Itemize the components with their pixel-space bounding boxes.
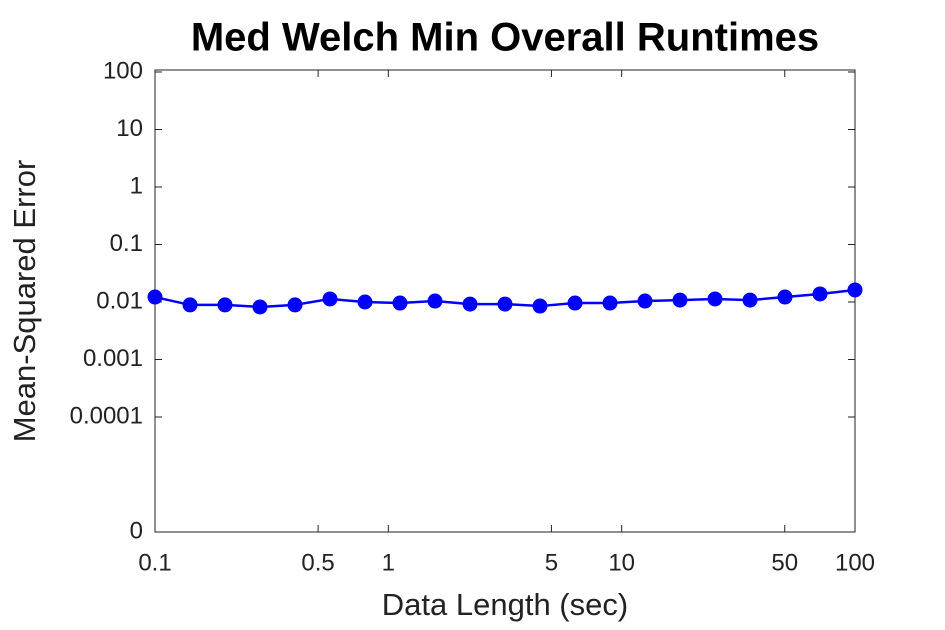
data-point: [287, 297, 303, 313]
data-point: [147, 289, 163, 305]
data-point: [427, 293, 443, 309]
x-axis-label: Data Length (sec): [382, 587, 628, 622]
y-tick-label: 100: [103, 57, 143, 84]
x-tick-label: 10: [608, 549, 635, 576]
x-tick-label: 50: [771, 549, 798, 576]
data-point: [847, 282, 863, 298]
x-tick-label: 100: [835, 549, 875, 576]
data-point: [707, 291, 723, 307]
data-point: [672, 292, 688, 308]
data-point: [602, 295, 618, 311]
data-point: [567, 295, 583, 311]
x-tick-label: 1: [382, 549, 395, 576]
chart-title: Med Welch Min Overall Runtimes: [191, 16, 819, 60]
data-point: [532, 298, 548, 314]
data-point: [497, 296, 513, 312]
y-tick-label: 0.01: [96, 287, 143, 314]
data-point: [252, 299, 268, 315]
y-tick-label: 0.0001: [70, 402, 143, 429]
y-tick-label: 0.1: [110, 230, 143, 257]
data-point: [322, 291, 338, 307]
data-point: [812, 286, 828, 302]
data-point: [357, 294, 373, 310]
x-tick-label: 0.1: [138, 549, 171, 576]
x-tick-label: 0.5: [301, 549, 334, 576]
y-axis-label: Mean-Squared Error: [7, 160, 42, 443]
y-tick-label: 1: [130, 172, 143, 199]
data-point: [637, 293, 653, 309]
data-point: [777, 289, 793, 305]
y-tick-label: 10: [116, 115, 143, 142]
data-point: [742, 292, 758, 308]
data-point: [392, 295, 408, 311]
data-point: [462, 296, 478, 312]
y-tick-label: 0.001: [83, 345, 143, 372]
data-point: [182, 297, 198, 313]
y-tick-label: 0: [130, 517, 143, 544]
x-tick-label: 5: [545, 549, 558, 576]
data-point: [217, 297, 233, 313]
